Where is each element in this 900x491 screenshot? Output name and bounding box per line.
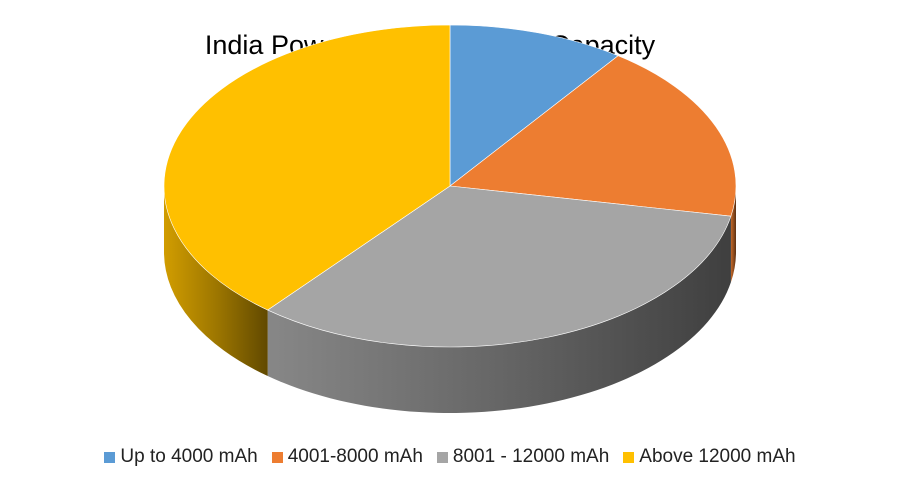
legend-label-2: 8001 - 12000 mAh bbox=[452, 446, 610, 467]
legend-item-1: 4001-8000 mAh bbox=[271, 446, 423, 468]
legend-label-0: Up to 4000 mAh bbox=[120, 446, 258, 467]
pie-tops bbox=[163, 24, 737, 348]
legend-swatch-2 bbox=[436, 451, 448, 463]
pie-side-1 bbox=[730, 186, 736, 283]
pie-slice-1 bbox=[449, 55, 737, 217]
pie-sides bbox=[164, 186, 736, 413]
legend-swatch-1 bbox=[271, 451, 283, 463]
pie-chart bbox=[163, 24, 737, 413]
legend: Up to 4000 mAh 4001-8000 mAh 8001 - 1200… bbox=[0, 446, 900, 468]
legend-swatch-0 bbox=[104, 451, 116, 463]
pie-slice-3 bbox=[163, 24, 451, 311]
pie-side-2 bbox=[267, 216, 731, 413]
pie-slice-2 bbox=[267, 185, 732, 348]
pie-slice-0 bbox=[449, 24, 619, 187]
pie-side-3 bbox=[164, 186, 268, 377]
legend-swatch-3 bbox=[623, 451, 635, 463]
legend-item-0: Up to 4000 mAh bbox=[104, 446, 258, 468]
legend-label-3: Above 12000 mAh bbox=[639, 446, 796, 467]
legend-item-3: Above 12000 mAh bbox=[623, 446, 796, 468]
legend-label-1: 4001-8000 mAh bbox=[287, 446, 423, 467]
legend-item-2: 8001 - 12000 mAh bbox=[436, 446, 610, 468]
